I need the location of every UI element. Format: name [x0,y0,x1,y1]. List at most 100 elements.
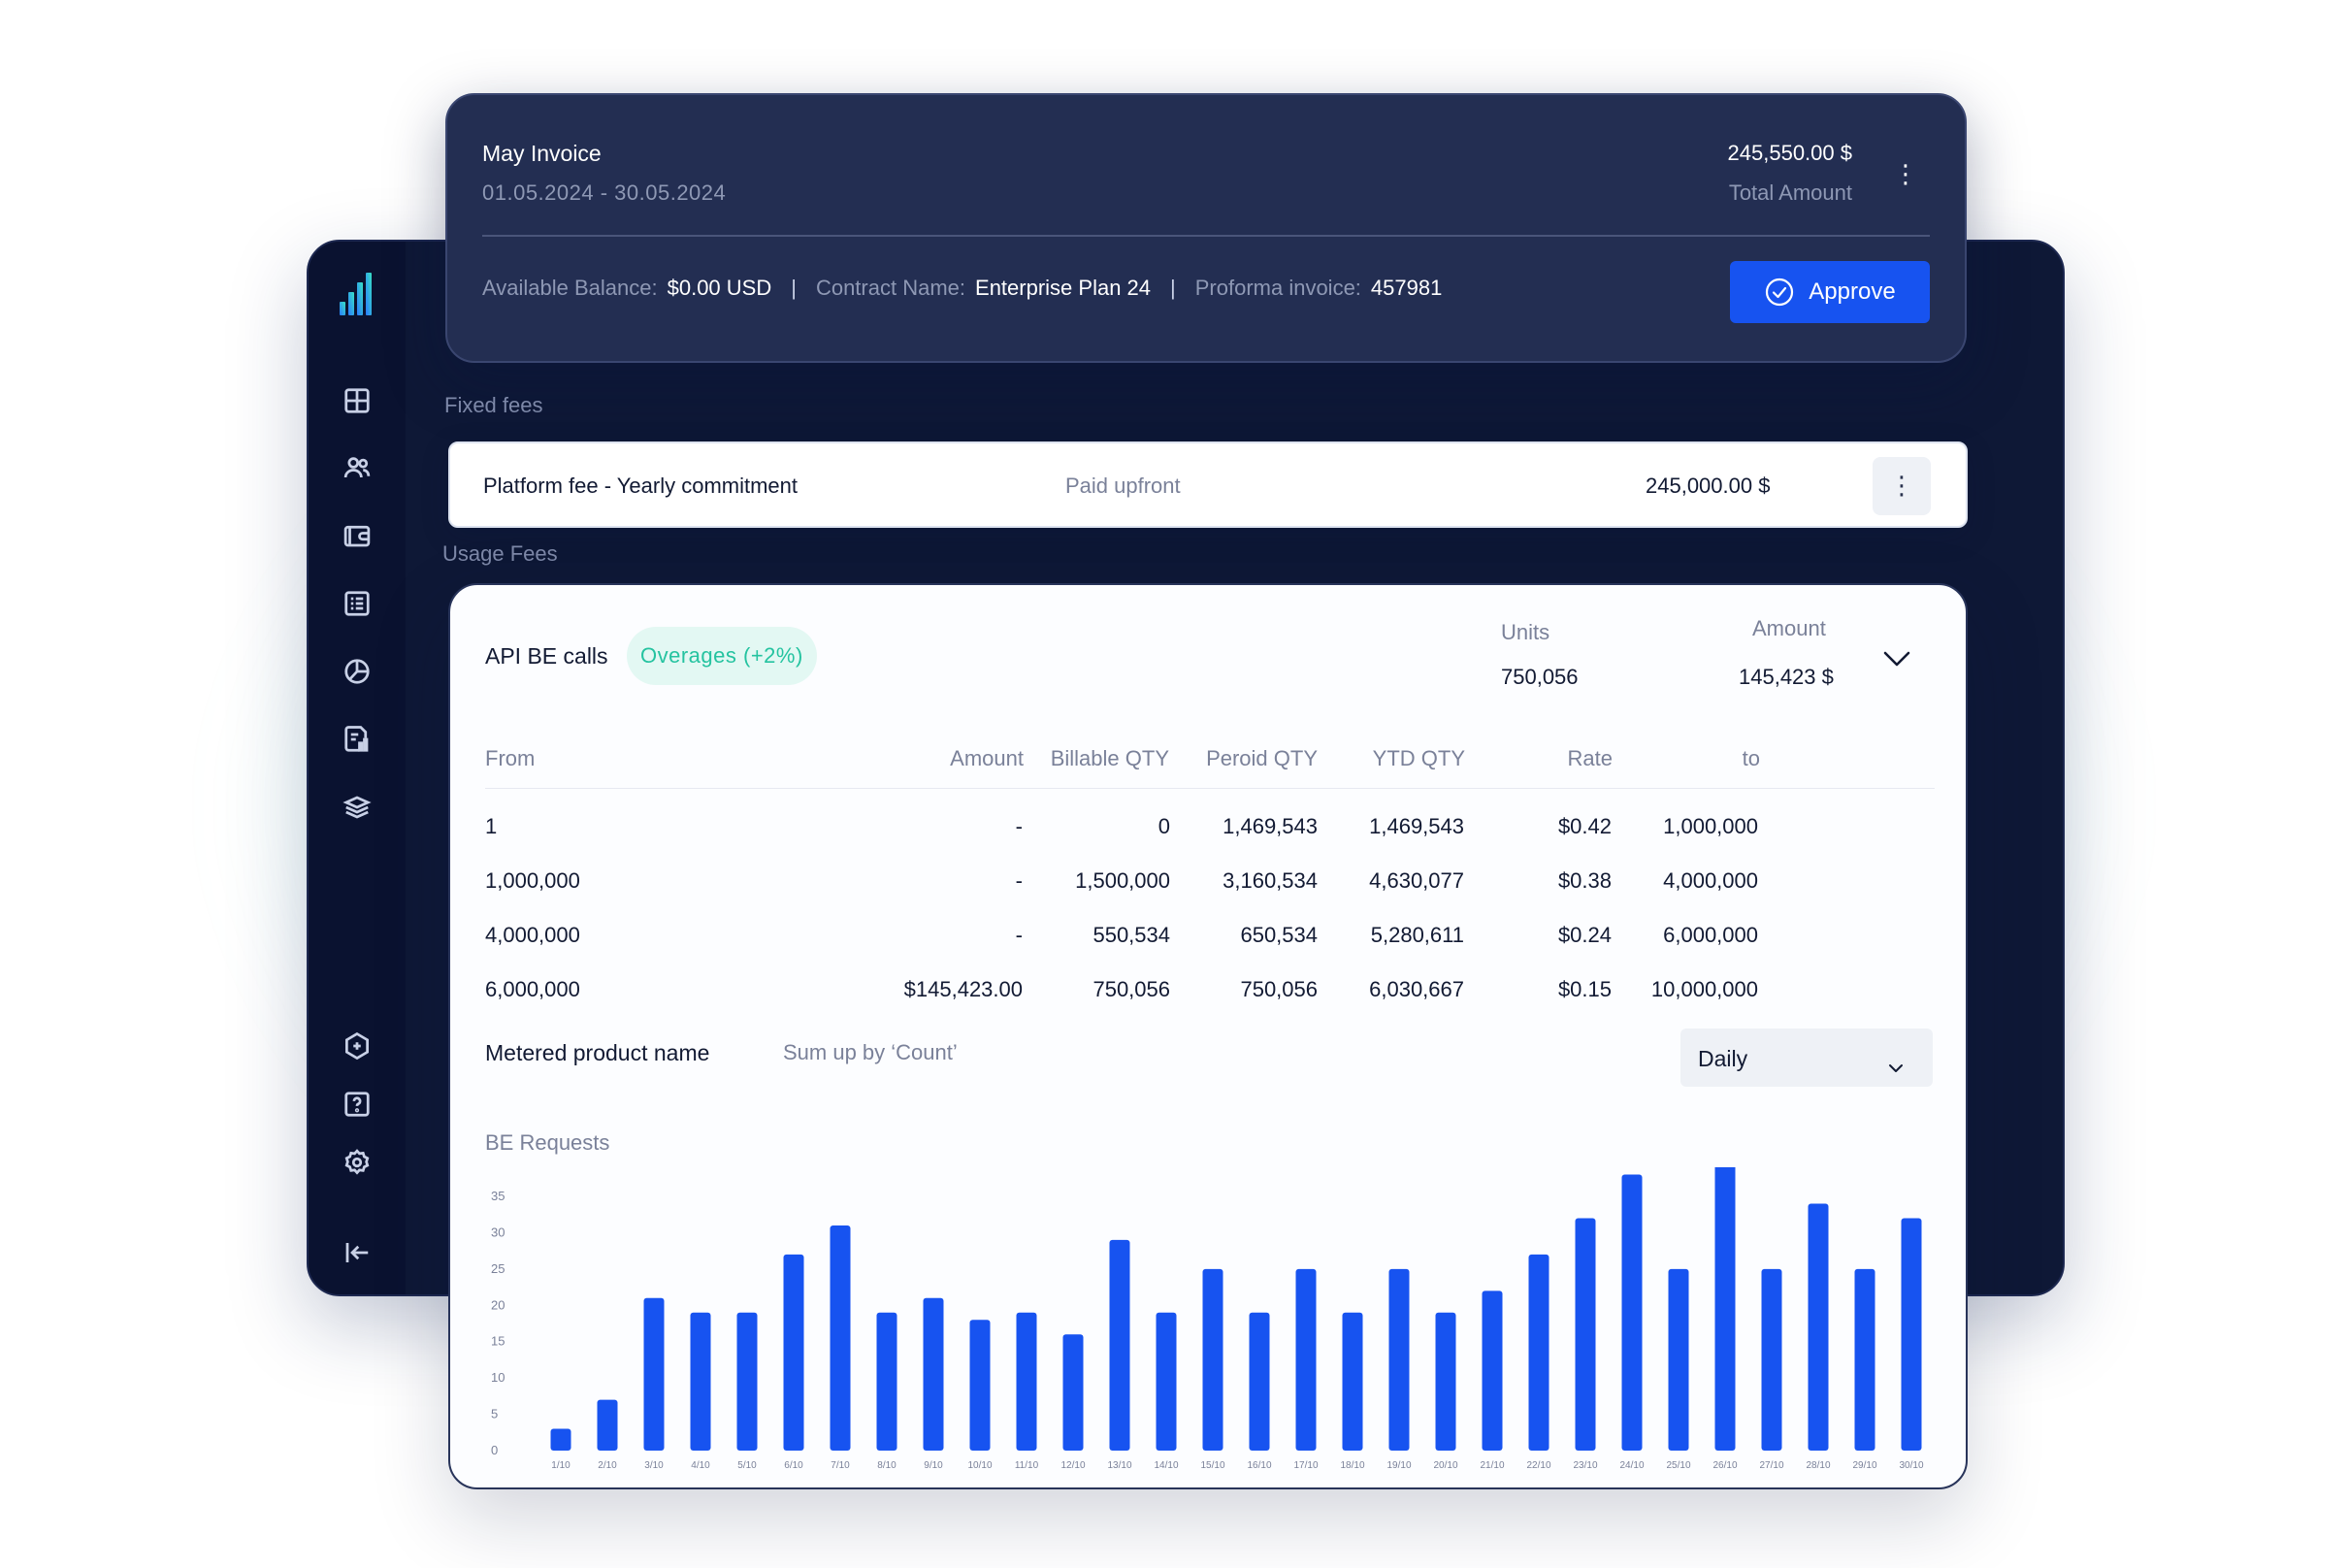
bar-21-10[interactable] [1482,1290,1503,1451]
column-header: Peroid QTY [1206,746,1318,770]
x-tick-label: 7/10 [831,1460,850,1471]
separator: | [791,276,797,300]
table-cell: 1,000,000 [485,868,580,893]
bar-23-10[interactable] [1575,1218,1596,1451]
x-tick-label: 26/10 [1712,1460,1737,1471]
x-tick-label: 17/10 [1293,1460,1318,1471]
bar-16-10[interactable] [1249,1312,1270,1451]
contract-value: Enterprise Plan 24 [975,276,1152,300]
pie-chart-icon[interactable] [341,655,374,688]
x-tick-label: 18/10 [1340,1460,1364,1471]
y-tick-label: 0 [491,1443,498,1457]
table-cell: 750,056 [1240,977,1318,1001]
fixed-fee-status: Paid upfront [1065,474,1181,498]
collapse-sidebar-icon[interactable] [341,1236,374,1269]
bar-30-10[interactable] [1901,1218,1922,1451]
users-icon[interactable] [341,451,374,484]
bar-12-10[interactable] [1062,1334,1084,1451]
approve-button[interactable]: Approve [1730,261,1930,323]
usage-product-name: API BE calls [485,643,608,669]
table-cell: 4,000,000 [485,923,580,947]
bar-14-10[interactable] [1156,1312,1177,1451]
table-cell: 6,000,000 [485,977,580,1001]
bar-13-10[interactable] [1109,1239,1130,1451]
bar-28-10[interactable] [1808,1203,1829,1451]
metered-product-label: Metered product name [485,1040,710,1065]
bar-20-10[interactable] [1435,1312,1456,1451]
table-cell: 0 [1158,814,1170,838]
bar-6-10[interactable] [783,1254,804,1451]
table-row: 4,000,000 6,000,000 $0.24 5,280,611 650,534 5… [485,905,1935,960]
bar-22-10[interactable] [1528,1254,1549,1451]
settings-icon[interactable] [341,1146,374,1179]
fixed-fee-row[interactable]: Platform fee - Yearly commitment Paid up… [448,441,1968,528]
bar-8-10[interactable] [876,1312,897,1451]
table-cell: 750,056 [1092,977,1170,1001]
x-tick-label: 13/10 [1107,1460,1131,1471]
dashboard-icon[interactable] [341,384,374,417]
bar-3-10[interactable] [643,1297,665,1451]
integrations-icon[interactable] [341,1029,374,1062]
bar-4-10[interactable] [690,1312,711,1451]
x-tick-label: 22/10 [1526,1460,1550,1471]
table-cell: $0.42 [1557,814,1612,838]
x-tick-label: 12/10 [1060,1460,1085,1471]
y-tick-label: 25 [491,1261,505,1276]
table-cell: 4,000,000 [1663,868,1758,893]
balance-value: $0.00 USD [667,276,772,300]
bar-15-10[interactable] [1202,1268,1223,1451]
bar-11-10[interactable] [1016,1312,1037,1451]
x-tick-label: 9/10 [924,1460,943,1471]
help-icon[interactable] [341,1088,374,1121]
sum-up-label: Sum up by ‘Count’ [783,1040,958,1064]
bar-10-10[interactable] [969,1320,991,1451]
packages-icon[interactable] [341,791,374,824]
report-icon[interactable] [341,723,374,756]
usage-fees-card: API BE calls Overages (+2%) Units 750,05… [448,583,1968,1489]
bar-5-10[interactable] [736,1312,758,1451]
bar-1-10[interactable] [550,1428,571,1451]
bar-19-10[interactable] [1388,1268,1410,1451]
table-cell: 10,000,000 [1650,977,1758,1001]
logo-icon[interactable] [338,271,376,317]
y-tick-label: 5 [491,1407,498,1421]
be-requests-chart: 0 5 10 15 20 25 30 35 1/10 2/10 3/10 4/10 5/10 6/10 7/… [491,1167,1924,1471]
column-header: Amount [950,746,1024,770]
table-cell: $0.38 [1557,868,1612,893]
y-tick-label: 35 [491,1189,505,1203]
period-select[interactable]: Daily [1680,1029,1933,1087]
bar-25-10[interactable] [1668,1268,1689,1451]
x-tick-label: 19/10 [1386,1460,1411,1471]
column-header: Billable QTY [1050,746,1169,770]
bar-9-10[interactable] [923,1297,944,1451]
bar-17-10[interactable] [1295,1268,1317,1451]
table-cell: - [1015,868,1023,893]
units-value: 750,056 [1501,665,1579,689]
overages-badge: Overages (+2%) [627,627,817,685]
divider [482,235,1930,237]
table-cell: 6,030,667 [1369,977,1464,1001]
y-tick-label: 30 [491,1225,505,1239]
fixed-fee-more-icon[interactable]: ⋮ [1873,457,1931,515]
bar-26-10[interactable] [1714,1167,1736,1451]
invoice-card: May Invoice 01.05.2024 - 30.05.2024 245,… [445,93,1967,363]
bar-2-10[interactable] [597,1399,618,1451]
x-tick-label: 8/10 [877,1460,897,1471]
bar-27-10[interactable] [1761,1268,1782,1451]
invoice-more-icon[interactable]: ⋮ [1893,159,1918,188]
y-tick-label: 15 [491,1334,505,1349]
bar-29-10[interactable] [1854,1268,1875,1451]
invoice-list-icon[interactable] [341,587,374,620]
x-tick-label: 16/10 [1247,1460,1271,1471]
x-tick-label: 3/10 [644,1460,664,1471]
bar-7-10[interactable] [830,1225,851,1451]
chevron-up-icon[interactable] [1882,649,1911,669]
bar-18-10[interactable] [1342,1312,1363,1451]
x-tick-label: 23/10 [1573,1460,1597,1471]
x-tick-label: 4/10 [691,1460,710,1471]
separator: | [1170,276,1176,300]
invoice-dates: 01.05.2024 - 30.05.2024 [482,180,727,205]
wallet-icon[interactable] [341,519,374,552]
table-cell: 1,469,543 [1369,814,1464,838]
bar-24-10[interactable] [1621,1174,1643,1451]
